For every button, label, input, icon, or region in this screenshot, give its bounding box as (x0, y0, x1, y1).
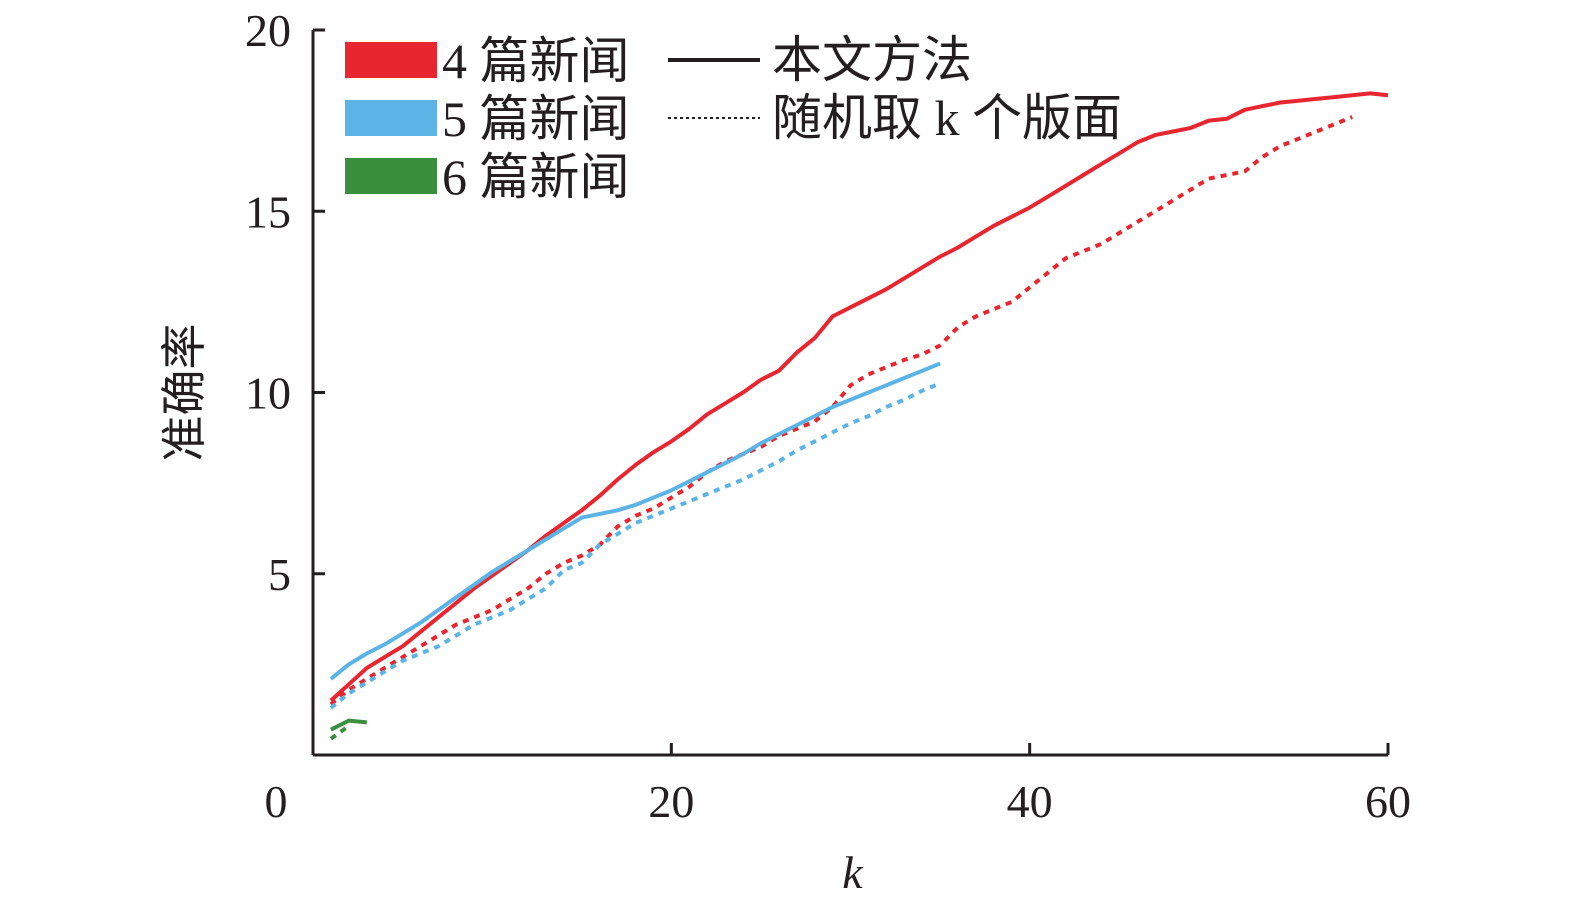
legend-swatch (345, 100, 437, 136)
y-tick-label: 15 (245, 186, 291, 237)
series-line (330, 718, 367, 732)
x-tick-label: 0 (265, 776, 288, 827)
series-line (329, 381, 941, 710)
series-line (329, 115, 1353, 706)
series-line (329, 724, 350, 741)
legend-label: 4 篇新闻 (442, 33, 630, 89)
axis-ticks: 5 10 15 20 0 20 40 60 (245, 5, 1411, 827)
legend-label: 本文方法 (772, 32, 972, 88)
y-axis-title: 准确率 (159, 324, 210, 462)
x-tick-label: 20 (648, 776, 694, 827)
x-axis-title: k (842, 847, 864, 898)
y-tick-label: 10 (245, 368, 291, 419)
legend-swatch (345, 42, 437, 78)
y-tick-label: 5 (268, 549, 291, 600)
series-lines (329, 91, 1389, 741)
y-tick-label: 20 (245, 5, 291, 56)
legend-label: 随机取 k 个版面 (772, 90, 1122, 146)
legend-label: 6 篇新闻 (442, 149, 630, 205)
x-tick-label: 40 (1007, 776, 1053, 827)
legend-swatch (345, 158, 437, 194)
x-tick-label: 60 (1365, 776, 1411, 827)
series-line (329, 361, 941, 681)
legend-label: 5 篇新闻 (442, 91, 630, 147)
